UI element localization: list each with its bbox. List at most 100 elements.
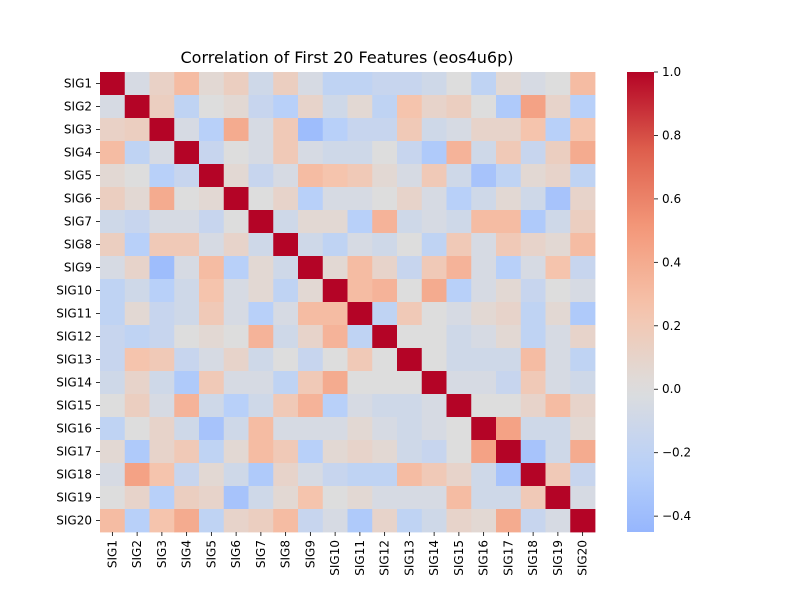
heatmap-cell-SIG6-SIG14 [421,187,447,211]
heatmap-cell-SIG12-SIG18 [520,325,546,349]
heatmap-cell-SIG12-SIG19 [545,325,571,349]
heatmap-cell-SIG19-SIG17 [496,486,522,510]
heatmap-cell-SIG11-SIG14 [421,302,447,326]
heatmap-cell-SIG19-SIG14 [421,486,447,510]
heatmap-cell-SIG9-SIG12 [372,256,398,280]
heatmap-cell-SIG18-SIG10 [322,463,348,487]
heatmap-cell-SIG9-SIG2 [124,256,150,280]
heatmap-cell-SIG3-SIG14 [421,118,447,142]
heatmap-cell-SIG3-SIG8 [273,118,299,142]
heatmap-cell-SIG15-SIG4 [174,394,200,418]
heatmap-cell-SIG4-SIG19 [545,141,571,165]
heatmap-cell-SIG20-SIG3 [149,509,175,533]
heatmap-cell-SIG11-SIG2 [124,302,150,326]
heatmap-cell-SIG16-SIG13 [397,417,423,441]
heatmap-cell-SIG2-SIG16 [471,95,497,119]
heatmap-cell-SIG19-SIG8 [273,486,299,510]
heatmap-cell-SIG7-SIG11 [347,210,373,234]
heatmap-cell-SIG18-SIG8 [273,463,299,487]
heatmap-cell-SIG19-SIG9 [298,486,324,510]
heatmap-cell-SIG16-SIG5 [199,417,225,441]
heatmap-cell-SIG4-SIG17 [496,141,522,165]
heatmap-cell-SIG9-SIG3 [149,256,175,280]
y-tick-label: SIG6 [64,192,92,206]
heatmap-cell-SIG15-SIG7 [248,394,274,418]
heatmap-cell-SIG19-SIG11 [347,486,373,510]
heatmap-cell-SIG8-SIG13 [397,233,423,257]
heatmap-cell-SIG11-SIG15 [446,302,472,326]
heatmap-cell-SIG6-SIG8 [273,187,299,211]
heatmap-cell-SIG20-SIG13 [397,509,423,533]
heatmap-cell-SIG16-SIG18 [520,417,546,441]
heatmap-cell-SIG7-SIG17 [496,210,522,234]
heatmap-cell-SIG20-SIG5 [199,509,225,533]
heatmap-cell-SIG2-SIG19 [545,95,571,119]
y-tick-label: SIG16 [56,422,92,436]
heatmap-cell-SIG20-SIG2 [124,509,150,533]
heatmap-cell-SIG14-SIG3 [149,371,175,395]
heatmap-cell-SIG17-SIG10 [322,440,348,464]
heatmap-cell-SIG11-SIG6 [223,302,249,326]
heatmap-cell-SIG11-SIG13 [397,302,423,326]
heatmap-cell-SIG1-SIG4 [174,72,200,96]
heatmap-cell-SIG11-SIG17 [496,302,522,326]
heatmap-cell-SIG1-SIG10 [322,72,348,96]
heatmap-cell-SIG15-SIG20 [570,394,596,418]
heatmap-cell-SIG4-SIG5 [199,141,225,165]
heatmap-cell-SIG16-SIG3 [149,417,175,441]
heatmap-cell-SIG5-SIG5 [199,164,225,188]
heatmap-cell-SIG18-SIG11 [347,463,373,487]
heatmap-cell-SIG15-SIG19 [545,394,571,418]
heatmap-cell-SIG11-SIG5 [199,302,225,326]
heatmap-cell-SIG19-SIG4 [174,486,200,510]
heatmap-cell-SIG13-SIG2 [124,348,150,372]
y-tick-label: SIG15 [56,399,92,413]
heatmap-cell-SIG4-SIG3 [149,141,175,165]
heatmap-cell-SIG20-SIG12 [372,509,398,533]
heatmap-cell-SIG12-SIG3 [149,325,175,349]
heatmap-cell-SIG1-SIG13 [397,72,423,96]
heatmap-cell-SIG4-SIG15 [446,141,472,165]
heatmap-cell-SIG13-SIG17 [496,348,522,372]
heatmap-cell-SIG11-SIG7 [248,302,274,326]
heatmap-cell-SIG11-SIG16 [471,302,497,326]
heatmap-cell-SIG4-SIG16 [471,141,497,165]
heatmap-cell-SIG2-SIG8 [273,95,299,119]
heatmap-cell-SIG9-SIG5 [199,256,225,280]
heatmap-cell-SIG12-SIG1 [100,325,126,349]
heatmap-cell-SIG15-SIG10 [322,394,348,418]
heatmap-cell-SIG13-SIG10 [322,348,348,372]
heatmap-cell-SIG3-SIG18 [520,118,546,142]
heatmap-cell-SIG16-SIG20 [570,417,596,441]
heatmap-cell-SIG3-SIG20 [570,118,596,142]
colorbar-tick-label: 1.0 [662,65,681,79]
x-tick-label: SIG6 [229,540,243,568]
y-axis: SIG1 SIG2 SIG3 SIG4 SIG5 SIG6 SIG7 SIG8 SIG9 SIG1… [56,77,100,528]
heatmap-cell-SIG5-SIG4 [174,164,200,188]
heatmap-cell-SIG1-SIG17 [496,72,522,96]
heatmap-cell-SIG14-SIG12 [372,371,398,395]
heatmap-cell-SIG8-SIG9 [298,233,324,257]
heatmap-cell-SIG19-SIG7 [248,486,274,510]
heatmap-cell-SIG2-SIG10 [322,95,348,119]
heatmap-cell-SIG14-SIG13 [397,371,423,395]
heatmap-cell-SIG1-SIG18 [520,72,546,96]
heatmap-cell-SIG3-SIG4 [174,118,200,142]
y-tick-label: SIG2 [64,100,92,114]
heatmap-cell-SIG13-SIG4 [174,348,200,372]
heatmap-cell-SIG15-SIG9 [298,394,324,418]
heatmap-cell-SIG2-SIG18 [520,95,546,119]
heatmap-cell-SIG2-SIG14 [421,95,447,119]
heatmap-cell-SIG14-SIG15 [446,371,472,395]
heatmap-cell-SIG19-SIG16 [471,486,497,510]
heatmap-cell-SIG4-SIG4 [174,141,200,165]
heatmap-cell-SIG7-SIG18 [520,210,546,234]
heatmap-cell-SIG12-SIG9 [298,325,324,349]
x-tick-label: SIG9 [303,540,317,568]
heatmap-cell-SIG6-SIG9 [298,187,324,211]
x-tick-label: SIG11 [353,540,367,576]
heatmap-cell-SIG15-SIG14 [421,394,447,418]
heatmap-cell-SIG17-SIG20 [570,440,596,464]
heatmap-cell-SIG8-SIG11 [347,233,373,257]
heatmap-cell-SIG6-SIG1 [100,187,126,211]
